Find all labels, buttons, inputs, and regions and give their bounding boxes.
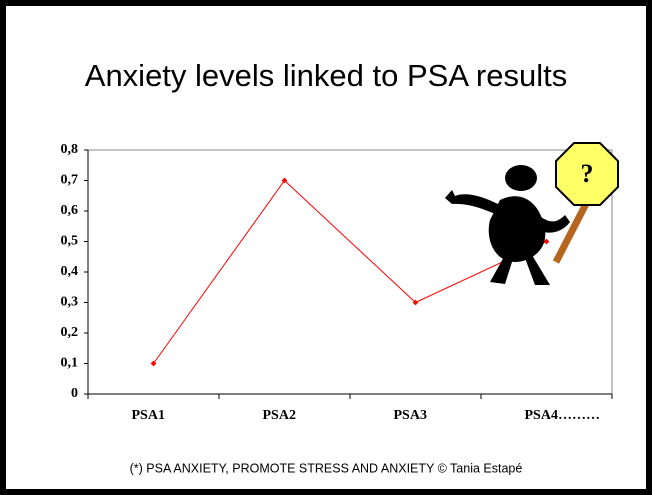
footnote: (*) PSA ANXIETY, PROMOTE STRESS AND ANXI… — [130, 461, 523, 475]
chart-title: Anxiety levels linked to PSA results — [85, 58, 567, 93]
slide: Anxiety levels linked to PSA results (*)… — [0, 0, 652, 495]
figure-head — [505, 165, 537, 191]
y-tick-label: 0,1 — [61, 356, 79, 371]
x-tick-label: PSA2 — [263, 408, 296, 423]
y-tick-label: 0,3 — [61, 295, 79, 310]
y-tick-label: 0,6 — [61, 203, 79, 218]
y-tick-label: 0,4 — [61, 264, 79, 279]
y-tick-label: 0 — [71, 386, 78, 401]
y-tick-label: 0,8 — [61, 142, 79, 157]
x-tick-label: PSA1 — [132, 408, 165, 423]
y-tick-label: 0,5 — [61, 234, 79, 249]
x-tick-label: PSA3 — [394, 408, 427, 423]
x-tick-label: PSA4……… — [525, 408, 600, 423]
sign-label: ? — [581, 159, 594, 188]
y-tick-label: 0,2 — [61, 325, 79, 340]
y-tick-label: 0,7 — [61, 173, 79, 188]
